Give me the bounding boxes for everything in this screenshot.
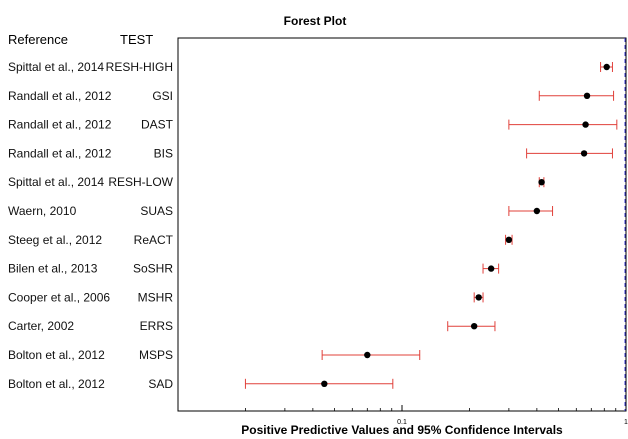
reference-label: Waern, 2010 — [8, 204, 77, 218]
reference-label: Randall et al., 2012 — [8, 89, 112, 103]
reference-label: Bolton et al., 2012 — [8, 377, 105, 391]
test-label: SoSHR — [133, 262, 173, 276]
test-label: BIS — [154, 146, 173, 160]
reference-label: Bolton et al., 2012 — [8, 348, 105, 362]
reference-column-header: Reference — [8, 32, 68, 47]
point-estimate — [533, 207, 541, 215]
test-label: RESH-LOW — [108, 175, 173, 189]
reference-label: Spittal et al., 2014 — [8, 60, 104, 74]
point-estimate — [538, 179, 545, 186]
point-estimate — [321, 380, 328, 387]
test-label: ERRS — [140, 319, 173, 333]
reference-label: Randall et al., 2012 — [8, 118, 112, 132]
point-estimate — [487, 265, 495, 272]
test-label: SAD — [148, 377, 173, 391]
point-estimate — [582, 121, 589, 128]
test-label: RESH-HIGH — [106, 60, 173, 74]
test-column-header: TEST — [120, 32, 153, 47]
test-label: GSI — [152, 89, 173, 103]
point-estimate — [470, 323, 478, 330]
test-label: SUAS — [140, 204, 173, 218]
test-label: MSHR — [138, 290, 174, 304]
point-estimate — [505, 236, 513, 243]
point-estimate — [580, 150, 588, 157]
x-axis-ticks: 0.1 1 — [245, 405, 628, 426]
point-estimate — [364, 351, 371, 359]
point-estimate — [583, 92, 591, 100]
chart-title: Forest Plot — [284, 14, 347, 28]
test-label: MSPS — [139, 348, 173, 362]
reference-label: Cooper et al., 2006 — [8, 290, 110, 304]
reference-label: Carter, 2002 — [8, 319, 74, 333]
x-tick-label: 1 — [624, 419, 628, 426]
reference-label: Spittal et al., 2014 — [8, 175, 104, 189]
x-axis-label: Positive Predictive Values and 95% Confi… — [241, 423, 563, 437]
test-label: ReACT — [134, 233, 174, 247]
reference-label: Randall et al., 2012 — [8, 146, 112, 160]
reference-label: Bilen et al., 2013 — [8, 262, 98, 276]
reference-label: Steeg et al., 2012 — [8, 233, 102, 247]
x-tick-label: 0.1 — [397, 419, 407, 426]
test-label: DAST — [141, 118, 174, 132]
point-estimate — [603, 63, 610, 71]
point-estimate — [475, 294, 482, 301]
